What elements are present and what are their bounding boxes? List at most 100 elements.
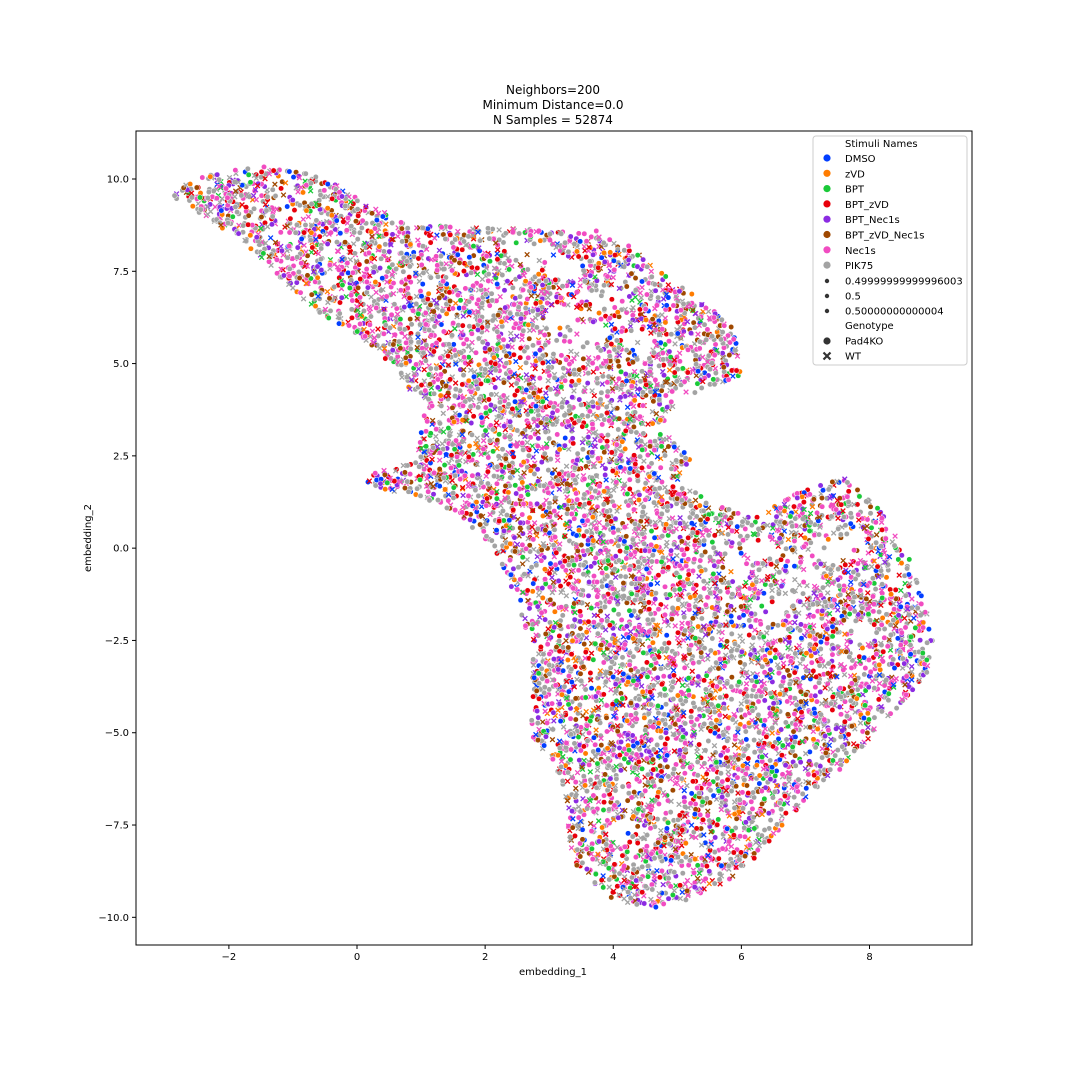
scatter-point [547,560,554,567]
scatter-point [867,510,874,517]
scatter-point [501,423,508,430]
scatter-point [629,833,636,840]
scatter-point [452,380,459,386]
scatter-point [588,685,595,692]
scatter-point [625,512,632,518]
scatter-point [284,254,291,261]
scatter-point [682,698,689,705]
scatter-point [595,818,602,824]
scatter-point [615,426,622,433]
scatter-point [309,244,316,251]
scatter-point [590,251,597,258]
scatter-point [861,671,868,678]
scatter-point [577,808,584,815]
scatter-point [806,527,813,534]
scatter-point [305,213,312,220]
scatter-point [469,524,476,531]
scatter-point [482,404,489,411]
scatter-point [743,736,750,743]
scatter-point [563,637,569,644]
scatter-point [798,635,805,642]
scatter-point [881,634,888,641]
scatter-point [715,855,722,862]
scatter-point [654,867,660,874]
scatter-point [896,572,902,578]
scatter-point [697,557,704,564]
scatter-point [778,726,785,733]
scatter-point [708,701,715,708]
scatter-point [767,817,774,824]
scatter-point [648,273,655,280]
scatter-point [663,543,670,549]
scatter-point [867,617,874,624]
scatter-point [790,728,797,735]
scatter-point [669,892,676,898]
scatter-point [641,524,647,530]
scatter-point [426,327,433,333]
scatter-point [894,635,901,642]
scatter-point [407,316,414,323]
scatter-point [595,354,602,361]
scatter-point [574,450,581,457]
scatter-point [666,840,673,847]
scatter-point [668,331,675,338]
scatter-point [603,477,609,483]
scatter-point [508,583,515,590]
scatter-point [598,697,604,703]
scatter-point [857,587,864,594]
scatter-point [589,388,595,394]
scatter-point [628,612,635,619]
scatter-point [507,557,514,564]
scatter-point [808,659,815,666]
scatter-point [843,530,850,537]
scatter-point [638,464,645,471]
scatter-point [508,382,515,388]
scatter-point [711,849,718,855]
scatter-point [608,296,615,303]
scatter-point [876,608,883,615]
title-line-2: Minimum Distance=0.0 [482,98,623,112]
scatter-point [836,766,843,773]
scatter-point [611,266,618,273]
scatter-point [608,894,615,901]
scatter-point [709,635,716,642]
scatter-point [524,556,530,563]
scatter-point [541,450,548,457]
scatter-point [419,281,426,288]
scatter-point [617,548,623,555]
scatter-point [425,290,432,297]
scatter-point [743,560,750,567]
scatter-point [554,431,561,438]
scatter-point [634,252,641,259]
scatter-point [659,350,666,356]
scatter-point [557,583,564,589]
scatter-point [446,289,453,296]
scatter-point [348,292,355,299]
scatter-point [300,216,307,222]
scatter-point [664,503,671,510]
scatter-point [441,462,448,468]
scatter-point [546,435,553,442]
scatter-point [562,435,569,441]
scatter-point [619,783,626,790]
scatter-point [408,321,415,328]
scatter-point [460,372,467,379]
scatter-point [585,592,592,599]
scatter-point [543,390,549,396]
scatter-point [584,737,591,744]
scatter-point [604,409,610,416]
scatter-point [744,782,750,789]
scatter-point [667,809,674,816]
scatter-point [607,249,614,256]
scatter-point [639,368,646,375]
scatter-point [187,181,194,187]
scatter-point [570,440,577,447]
scatter-point [694,716,701,723]
scatter-point [551,718,557,724]
scatter-point [835,525,842,532]
scatter-point [762,608,769,615]
scatter-point [784,558,791,565]
scatter-point [810,496,817,503]
scatter-point [679,601,686,607]
scatter-point [317,256,324,263]
